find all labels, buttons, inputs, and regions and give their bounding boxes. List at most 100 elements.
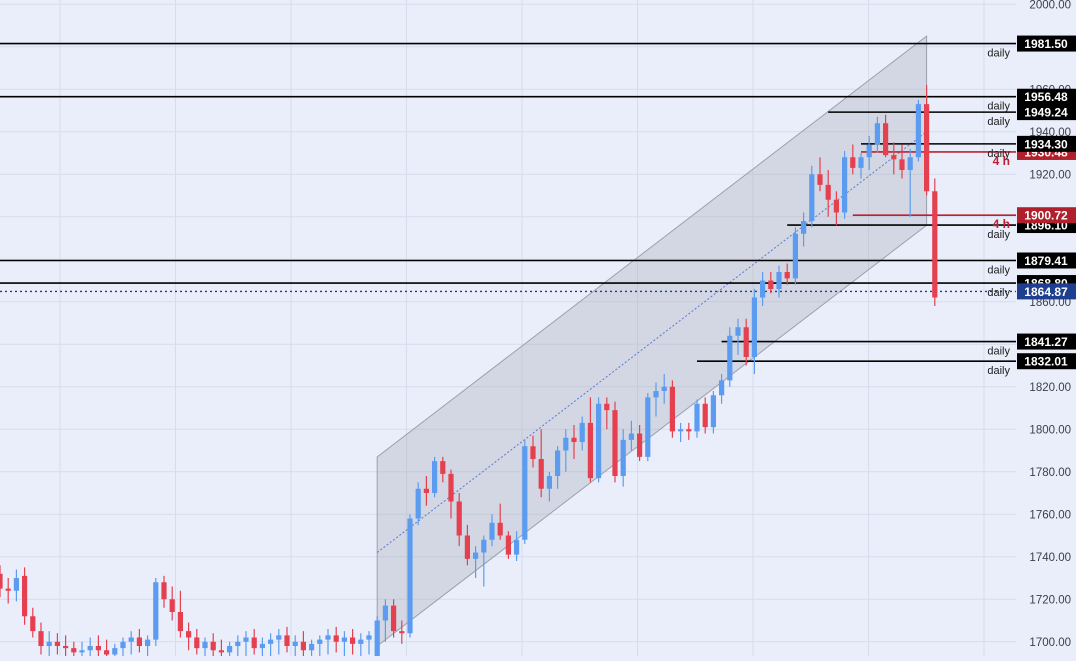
candle-body [54,641,60,646]
candle-body [891,155,897,160]
level-price-labels: 1868.801896.101930.481981.501956.481949.… [1017,35,1076,370]
candle-body [112,648,118,655]
candle-body [538,459,544,489]
candle-body [653,391,659,398]
price-label-box [1017,88,1076,105]
candles [0,85,938,661]
y-tick-label: 1820.00 [1029,382,1071,394]
price-label: 1879.41 [1024,254,1068,268]
candle-body [38,631,44,646]
candle-body [30,616,36,632]
candle-body [169,599,175,612]
price-label: 1841.27 [1024,335,1068,349]
candle-body [0,573,3,589]
level-tag: daily [987,229,1010,241]
candle-body [596,403,602,479]
price-label: 1900.72 [1024,209,1068,223]
candle-body [259,643,265,649]
candle-body [850,157,856,168]
candle-body [448,473,454,502]
candle-body [300,641,306,651]
candle-body [218,650,224,653]
candle-body [292,641,298,646]
candle-body [899,159,905,170]
candle-body [661,386,667,391]
candle-body [5,588,11,591]
level-tag: 4 h [993,154,1010,168]
candle-body [13,578,19,591]
candle-body [464,535,470,559]
candle-body [784,272,790,279]
candle-body [842,157,848,213]
candle-body [366,635,372,640]
price-label-box [1017,283,1076,300]
candle-body [276,635,282,640]
y-tick-label: 1860.00 [1029,297,1071,309]
candle-body [751,297,757,357]
candle-body [309,643,315,651]
candle-body [694,403,700,432]
candle-body [686,429,692,432]
candle-body [473,552,479,559]
level-tag: daily [987,101,1010,113]
y-tick-label: 1800.00 [1029,424,1071,436]
price-label-box [1017,252,1076,269]
y-tick-label: 1920.00 [1029,169,1071,181]
candle-body [702,403,708,428]
level-tag: daily [987,148,1010,160]
candle-body [514,539,520,555]
candle-body [71,648,77,653]
candle-body [669,386,675,432]
candle-body [907,157,913,170]
candle-body [415,488,421,519]
candle-body [645,397,651,457]
price-label-box [1017,104,1076,121]
candle-body [719,380,725,396]
candle-body [317,639,323,644]
candle-body [128,637,134,642]
horizontal-levels[interactable] [0,42,1016,363]
candle-body [104,650,110,655]
candle-body [587,422,593,479]
price-label: 1934.30 [1024,137,1068,151]
candle-body [251,637,257,649]
y-tick-label: 1720.00 [1029,594,1071,606]
candle-body [604,403,610,411]
candle-body [358,639,364,644]
candle-body [120,641,126,649]
candle-body [563,437,569,451]
candle-body [825,184,831,200]
candle-body [161,582,167,600]
candle-body [350,637,356,644]
candle-body [243,637,249,642]
candle-body [136,637,142,646]
candle-body [776,272,782,289]
candle-body [637,433,643,457]
candle-body [833,199,839,213]
candle-body [440,461,446,474]
candle-body [87,646,93,651]
candle-body [817,174,823,185]
candle-body [612,410,618,476]
price-label-box [1017,35,1076,52]
price-label-box [1017,333,1076,350]
candle-body [95,646,101,651]
level-tag: daily [987,116,1010,128]
candle-body [177,612,183,632]
candle-body [874,123,880,145]
candle-body [530,446,536,459]
candle-body [760,280,766,298]
candle-body [325,635,331,640]
candle-body [571,437,577,442]
candle-body [858,157,864,168]
price-label-box [1017,353,1076,370]
candle-body [235,641,241,646]
candle-body [399,631,405,634]
candle-body [735,327,741,336]
y-tick-label: 1700.00 [1029,637,1071,649]
price-label-box [1017,135,1076,152]
candle-body [792,233,798,279]
